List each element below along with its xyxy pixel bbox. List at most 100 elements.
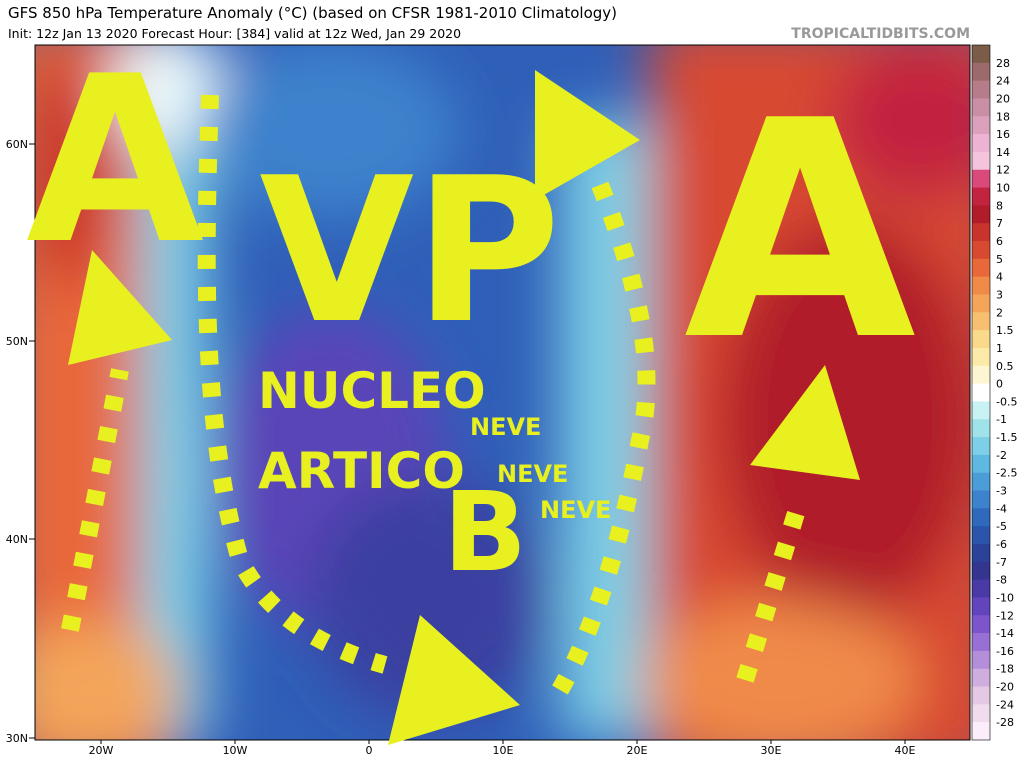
colorbar-cell — [972, 561, 990, 581]
colorbar-cell — [972, 98, 990, 117]
low-label: B — [443, 468, 527, 596]
lon-label: 10E — [493, 744, 514, 757]
colorbar-label: 1.5 — [996, 324, 1014, 337]
colorbar-cell — [972, 276, 990, 295]
lon-label: 0 — [366, 744, 373, 757]
colorbar-label: -12 — [996, 609, 1014, 622]
lon-label: 40E — [895, 744, 916, 757]
arrow-head — [68, 250, 172, 365]
colorbar-label: 0 — [996, 378, 1003, 391]
colorbar-cell — [972, 383, 990, 402]
colorbar-cell — [972, 187, 990, 206]
annotation-arrows — [61, 94, 809, 695]
colorbar-label: 8 — [996, 199, 1003, 212]
colorbar-cell — [972, 597, 990, 616]
colorbar-label: 28 — [996, 57, 1010, 70]
colorbar-cell — [972, 223, 990, 242]
colorbar-cell — [972, 365, 990, 385]
vortex-label: VP — [259, 135, 560, 368]
colorbar-label: -6 — [996, 538, 1007, 551]
lon-label: 30E — [761, 744, 782, 757]
colorbar-label: 10 — [996, 182, 1010, 195]
site: TROPICALTIDBITS.COM — [791, 26, 970, 42]
lon-label: 10W — [223, 744, 248, 757]
colorbar-cell — [972, 294, 990, 313]
colorbar-cell — [972, 722, 990, 741]
colorbar-label: 24 — [996, 75, 1010, 88]
colorbar-cell — [972, 454, 990, 474]
colorbar-label: -1.5 — [996, 431, 1017, 444]
colorbar-label: 4 — [996, 271, 1003, 284]
colorbar-cell — [972, 80, 990, 99]
colorbar-cell — [972, 151, 990, 171]
annotation-word: ARTICO — [258, 442, 465, 500]
colorbar-cell — [972, 437, 990, 456]
lon-label: 20W — [89, 744, 114, 757]
annotation-word: NUCLEO — [258, 362, 486, 420]
title: GFS 850 hPa Temperature Anomaly (°C) (ba… — [8, 4, 617, 22]
lon-label: 20E — [627, 744, 648, 757]
colorbar-label: -8 — [996, 574, 1007, 587]
colorbar-label: 7 — [996, 217, 1003, 230]
colorbar-label: -1 — [996, 413, 1007, 426]
colorbar-label: -2 — [996, 449, 1007, 462]
colorbar-label: 6 — [996, 235, 1003, 248]
colorbar-label: 16 — [996, 128, 1010, 141]
arrow-head — [535, 70, 640, 200]
lat-label: 30N — [6, 732, 28, 745]
lat-label: 40N — [6, 533, 28, 546]
snow-label: NEVE — [540, 496, 611, 524]
high-label: A — [684, 57, 918, 406]
lat-label: 60N — [6, 138, 28, 151]
colorbar-label: 1 — [996, 342, 1003, 355]
snow-label: NEVE — [470, 413, 541, 441]
colorbar-cell — [972, 134, 990, 153]
colorbar-cell — [972, 169, 990, 189]
colorbar-label: -0.5 — [996, 395, 1017, 408]
colorbar-cell — [972, 258, 990, 278]
dotted-arrow — [61, 368, 129, 632]
colorbar-cell — [972, 615, 990, 634]
colorbar-cell — [972, 62, 990, 82]
colorbar-cell — [972, 543, 990, 563]
colorbar-cell — [972, 686, 990, 705]
dotted-arrow — [197, 94, 388, 674]
colorbar-label: 12 — [996, 164, 1010, 177]
arrow-head — [388, 615, 520, 745]
colorbar-cell — [972, 312, 990, 331]
colorbar-cell — [972, 45, 990, 64]
colorbar-label: 2 — [996, 306, 1003, 319]
colorbar-label: 14 — [996, 146, 1010, 159]
colorbar-label: -20 — [996, 681, 1014, 694]
snow-label: NEVE — [497, 460, 568, 488]
colorbar-cell — [972, 205, 990, 224]
colorbar-label: 5 — [996, 253, 1003, 266]
colorbar-label: 3 — [996, 288, 1003, 301]
colorbar-label: -18 — [996, 663, 1014, 676]
colorbar-cell — [972, 526, 990, 545]
colorbar-label: -24 — [996, 698, 1014, 711]
colorbar-label: -7 — [996, 556, 1007, 569]
annotation-heads — [68, 70, 860, 745]
colorbar-cell — [972, 704, 990, 723]
colorbar-cell — [972, 650, 990, 670]
colorbar-cell — [972, 579, 990, 598]
colorbar-cell — [972, 668, 990, 688]
colorbar-cell — [972, 347, 990, 367]
colorbar-label: 18 — [996, 110, 1010, 123]
colorbar-frame — [971, 44, 991, 741]
colorbar-label: -28 — [996, 716, 1014, 729]
dotted-arrow — [552, 181, 656, 695]
colorbar-cell — [972, 419, 990, 438]
colorbar-label: -2.5 — [996, 467, 1017, 480]
colorbar-label: -10 — [996, 591, 1014, 604]
colorbar-label: 20 — [996, 92, 1010, 105]
colorbar-label: -5 — [996, 520, 1007, 533]
colorbar-cell — [972, 330, 990, 349]
colorbar-label: -4 — [996, 502, 1007, 515]
colorbar-cell — [972, 633, 990, 652]
arrow-head — [750, 365, 860, 480]
lat-label: 50N — [6, 335, 28, 348]
colorbar-label: -3 — [996, 485, 1007, 498]
